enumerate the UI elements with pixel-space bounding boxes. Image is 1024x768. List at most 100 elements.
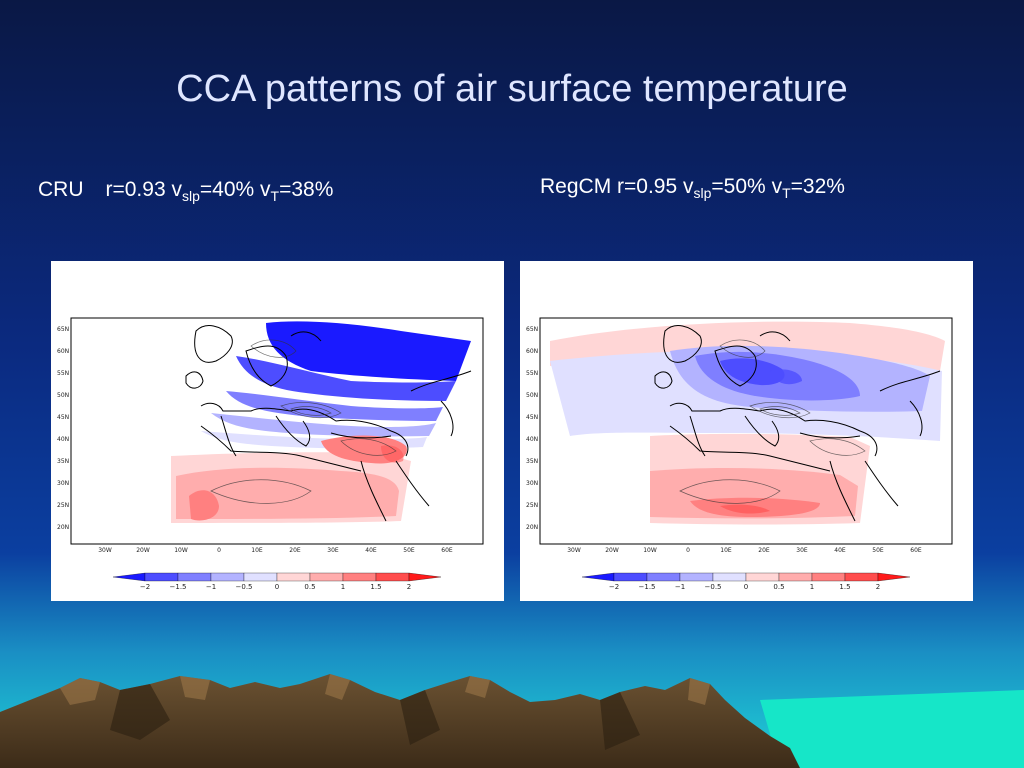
cru-vt-value: =38% <box>279 178 334 201</box>
regcm-label: RegCM <box>540 175 612 198</box>
colorbar-swatch <box>342 572 377 582</box>
lon-label: 0 <box>217 547 221 554</box>
colorbar-swatch <box>581 572 615 582</box>
lat-label: 35N <box>57 458 69 465</box>
cru-caption: CRU r=0.93 vslp=40% vT=38% <box>38 178 333 204</box>
cru-lon-axis: 30W 20W 10W 0 10E 20E 30E 40E 50E 60E <box>98 547 453 554</box>
regcm-vt-prefix: v <box>771 175 783 198</box>
colorbar-label: −2 <box>609 583 619 591</box>
lat-label: 20N <box>57 524 69 531</box>
colorbar-label: −1 <box>675 583 685 591</box>
regcm-lat-axis: 65N 60N 55N 50N 45N 40N 35N 30N 25N 20N <box>526 326 538 531</box>
colorbar-swatch <box>210 572 245 582</box>
colorbar-swatch <box>112 572 146 582</box>
colorbar-label: 1 <box>810 583 814 591</box>
colorbar-swatch <box>276 572 311 582</box>
cru-colorbar: −2 −1.5 −1 −0.5 0 0.5 1 1.5 2 <box>112 572 442 591</box>
regcm-vt-sub: T <box>782 185 791 202</box>
lat-label: 45N <box>526 414 538 421</box>
colorbar-label: 0 <box>744 583 748 591</box>
lat-label: 35N <box>526 458 538 465</box>
lon-label: 10W <box>643 547 657 554</box>
colorbar-swatch <box>309 572 344 582</box>
cru-vt-sub: T <box>270 188 280 205</box>
colorbar-label: 0.5 <box>304 583 315 591</box>
lon-label: 10E <box>720 547 732 554</box>
regcm-contours <box>679 339 866 504</box>
regcm-r: r=0.95 <box>617 175 678 198</box>
colorbar-swatch <box>408 572 442 582</box>
colorbar-swatch <box>646 572 681 582</box>
lat-label: 45N <box>57 414 69 421</box>
lon-label: 40E <box>834 547 846 554</box>
regcm-map-panel: 65N 60N 55N 50N 45N 40N 35N 30N 25N 20N … <box>520 261 973 601</box>
cru-coastlines <box>185 325 472 522</box>
colorbar-swatch <box>778 572 813 582</box>
lon-label: 20E <box>758 547 770 554</box>
colorbar-label: −0.5 <box>236 583 253 591</box>
lon-label: 0 <box>686 547 690 554</box>
lat-label: 20N <box>526 524 538 531</box>
cru-contours <box>210 339 397 504</box>
regcm-vslp-value: =50% <box>711 175 766 198</box>
lat-label: 30N <box>526 480 538 487</box>
lat-label: 40N <box>526 436 538 443</box>
lat-label: 65N <box>57 326 69 333</box>
mountain-silhouette <box>0 674 800 768</box>
lon-label: 30W <box>567 547 581 554</box>
lon-label: 20W <box>605 547 619 554</box>
lon-label: 60E <box>441 547 453 554</box>
colorbar-swatch <box>144 572 179 582</box>
lon-label: 10W <box>174 547 188 554</box>
regcm-field <box>550 321 945 525</box>
regcm-coastlines <box>654 325 941 522</box>
colorbar-label: −1 <box>206 583 216 591</box>
lat-label: 60N <box>57 348 69 355</box>
colorbar-swatch <box>375 572 410 582</box>
colorbar-swatch <box>811 572 846 582</box>
cru-map-panel: 65N 60N 55N 50N 45N 40N 35N 30N 25N 20N … <box>51 261 504 601</box>
colorbar-swatch <box>877 572 911 582</box>
colorbar-label: 1.5 <box>839 583 850 591</box>
lat-label: 50N <box>57 392 69 399</box>
lat-label: 60N <box>526 348 538 355</box>
lon-label: 50E <box>403 547 415 554</box>
lon-label: 30E <box>327 547 339 554</box>
lon-label: 50E <box>872 547 884 554</box>
lon-label: 20W <box>136 547 150 554</box>
lat-label: 55N <box>57 370 69 377</box>
cru-vslp-value: =40% <box>199 178 255 201</box>
slide-title: CCA patterns of air surface temperature <box>176 68 848 110</box>
lat-label: 25N <box>526 502 538 509</box>
colorbar-label: 1.5 <box>370 583 381 591</box>
colorbar-label: −1.5 <box>170 583 187 591</box>
lon-label: 60E <box>910 547 922 554</box>
colorbar-label: −0.5 <box>705 583 722 591</box>
colorbar-swatch <box>613 572 648 582</box>
colorbar-label: 0.5 <box>773 583 784 591</box>
lat-label: 55N <box>526 370 538 377</box>
colorbar-label: 2 <box>407 583 411 591</box>
cru-vslp-prefix: v <box>171 178 182 201</box>
colorbar-label: 2 <box>876 583 880 591</box>
lon-label: 30E <box>796 547 808 554</box>
colorbar-swatch <box>679 572 714 582</box>
cru-field <box>171 321 472 523</box>
cru-vslp-sub: slp <box>181 188 200 205</box>
cru-lat-axis: 65N 60N 55N 50N 45N 40N 35N 30N 25N 20N <box>57 326 69 531</box>
lat-label: 40N <box>57 436 69 443</box>
cru-vt-prefix: v <box>260 178 271 201</box>
colorbar-swatch <box>745 572 780 582</box>
colorbar-label: 0 <box>275 583 279 591</box>
colorbar-label: −1.5 <box>639 583 656 591</box>
lat-label: 25N <box>57 502 69 509</box>
colorbar-swatch <box>243 572 278 582</box>
lat-label: 50N <box>526 392 538 399</box>
cru-label: CRU <box>38 178 84 201</box>
colorbar-label: 1 <box>341 583 345 591</box>
lon-label: 30W <box>98 547 112 554</box>
cru-r: r=0.93 <box>105 178 166 201</box>
cru-map-frame <box>70 317 484 545</box>
regcm-caption: RegCM r=0.95 vslp=50% vT=32% <box>540 175 845 201</box>
cru-map: 65N 60N 55N 50N 45N 40N 35N 30N 25N 20N … <box>57 317 484 591</box>
